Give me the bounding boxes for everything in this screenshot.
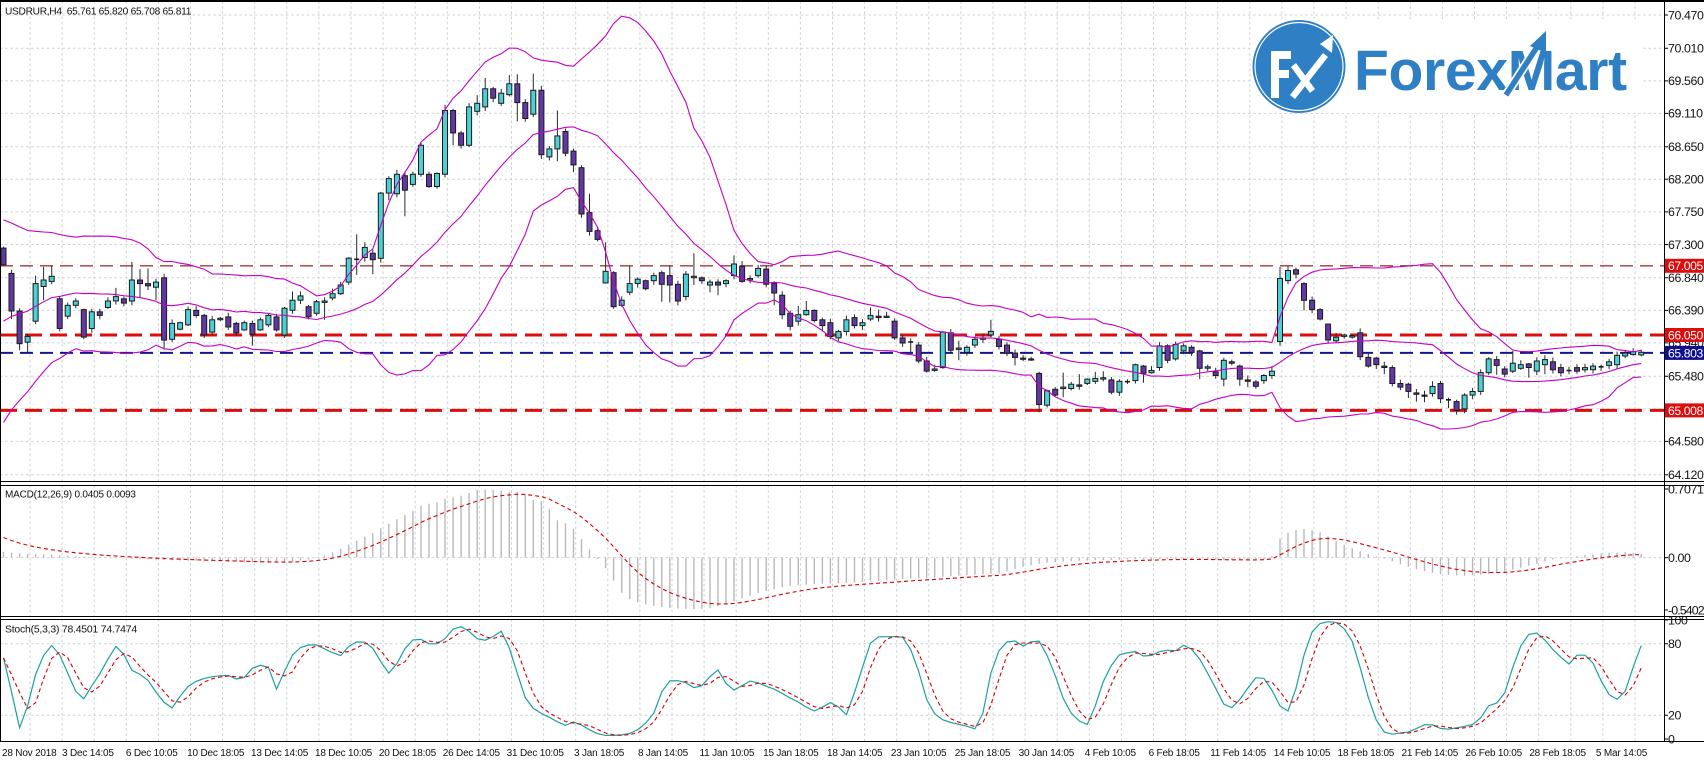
svg-text:10 Dec 18:05: 10 Dec 18:05 — [187, 748, 245, 759]
svg-text:-0.5402: -0.5402 — [1668, 603, 1704, 617]
svg-text:23 Jan 10:05: 23 Jan 10:05 — [891, 748, 947, 759]
svg-text:MACD(12,26,9) 0.0405 0.0093: MACD(12,26,9) 0.0405 0.0093 — [5, 490, 136, 501]
svg-text:18 Dec 10:05: 18 Dec 10:05 — [315, 748, 373, 759]
svg-text:70.470: 70.470 — [1668, 8, 1704, 22]
svg-text:69.560: 69.560 — [1668, 74, 1704, 88]
svg-text:64.120: 64.120 — [1668, 468, 1704, 482]
svg-text:69.110: 69.110 — [1668, 107, 1703, 121]
svg-text:26 Dec 14:05: 26 Dec 14:05 — [443, 748, 501, 759]
svg-text:11 Feb 14:05: 11 Feb 14:05 — [1210, 748, 1266, 759]
svg-text:68.200: 68.200 — [1668, 173, 1704, 187]
svg-text:13 Dec 14:05: 13 Dec 14:05 — [251, 748, 309, 759]
svg-text:6 Dec 10:05: 6 Dec 10:05 — [126, 748, 178, 759]
svg-text:5 Mar 14:05: 5 Mar 14:05 — [1596, 748, 1648, 759]
svg-text:14 Feb 10:05: 14 Feb 10:05 — [1274, 748, 1331, 759]
svg-text:0: 0 — [1668, 732, 1675, 746]
svg-text:80: 80 — [1668, 637, 1681, 651]
svg-text:67.750: 67.750 — [1668, 205, 1704, 219]
svg-text:0.00: 0.00 — [1668, 551, 1691, 565]
svg-text:67.300: 67.300 — [1668, 238, 1704, 252]
svg-text:65.008: 65.008 — [1668, 404, 1703, 418]
svg-text:31 Dec 10:05: 31 Dec 10:05 — [507, 748, 565, 759]
svg-text:66.390: 66.390 — [1668, 304, 1704, 318]
svg-text:66.840: 66.840 — [1668, 271, 1704, 285]
svg-text:30 Jan 14:05: 30 Jan 14:05 — [1019, 748, 1075, 759]
svg-text:18 Feb 18:05: 18 Feb 18:05 — [1338, 748, 1395, 759]
svg-text:ForexMart: ForexMart — [1354, 39, 1627, 103]
svg-text:3 Jan 18:05: 3 Jan 18:05 — [574, 748, 625, 759]
svg-text:68.650: 68.650 — [1668, 140, 1704, 154]
svg-text:11 Jan 10:05: 11 Jan 10:05 — [700, 748, 755, 759]
svg-text:67.005: 67.005 — [1668, 259, 1703, 273]
svg-text:4 Feb 10:05: 4 Feb 10:05 — [1085, 748, 1137, 759]
svg-text:8 Jan 14:05: 8 Jan 14:05 — [638, 748, 689, 759]
svg-text:66.050: 66.050 — [1668, 328, 1703, 342]
svg-text:65.803: 65.803 — [1668, 346, 1703, 360]
svg-text:28 Nov 2018: 28 Nov 2018 — [2, 748, 57, 759]
svg-text:26 Feb 10:05: 26 Feb 10:05 — [1465, 748, 1522, 759]
svg-text:64.580: 64.580 — [1668, 435, 1704, 449]
svg-text:3 Dec 14:05: 3 Dec 14:05 — [62, 748, 114, 759]
svg-text:20 Dec 18:05: 20 Dec 18:05 — [379, 748, 437, 759]
svg-text:15 Jan 18:05: 15 Jan 18:05 — [763, 748, 819, 759]
svg-text:70.010: 70.010 — [1668, 42, 1704, 56]
svg-text:6 Feb 18:05: 6 Feb 18:05 — [1149, 748, 1201, 759]
svg-text:0.7071: 0.7071 — [1668, 482, 1704, 496]
svg-text:25 Jan 18:05: 25 Jan 18:05 — [955, 748, 1011, 759]
svg-text:21 Feb 14:05: 21 Feb 14:05 — [1402, 748, 1459, 759]
svg-text:100: 100 — [1668, 613, 1688, 627]
svg-text:20: 20 — [1668, 709, 1681, 723]
svg-text:65.480: 65.480 — [1668, 370, 1704, 384]
svg-text:USDRUR,H4 65.761 65.820 65.70: USDRUR,H4 65.761 65.820 65.708 65.811 — [5, 7, 192, 18]
svg-text:18 Jan 14:05: 18 Jan 14:05 — [827, 748, 883, 759]
svg-text:Stoch(5,3,3) 78.4501 74.7474: Stoch(5,3,3) 78.4501 74.7474 — [5, 625, 137, 636]
svg-text:28 Feb 18:05: 28 Feb 18:05 — [1529, 748, 1586, 759]
